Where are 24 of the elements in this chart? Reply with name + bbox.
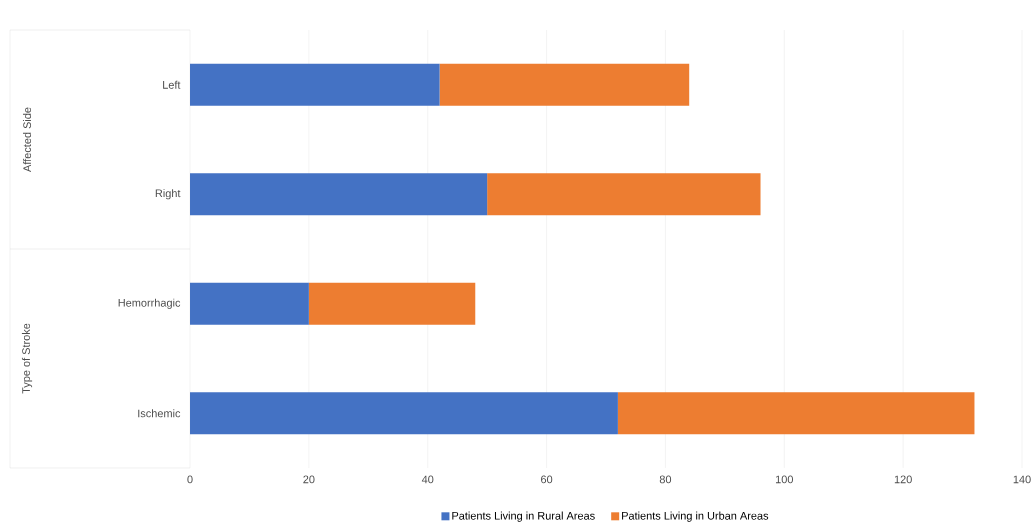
y-tick-label: Left — [163, 80, 181, 89]
x-tick-label: 120 — [894, 475, 912, 484]
bar — [487, 173, 761, 216]
legend-label: Patients Living in Rural Areas — [452, 511, 595, 522]
x-tick-label: 80 — [659, 475, 672, 484]
text: Affected Side — [22, 107, 32, 172]
x-tick-label: 140 — [1013, 475, 1031, 484]
x-tick-label: 0 — [187, 475, 193, 484]
bar — [190, 282, 309, 325]
text: Type of Stroke — [21, 323, 33, 394]
x-tick-label: 60 — [541, 475, 553, 484]
bar — [617, 392, 975, 435]
y-tick-label: Ischemic — [138, 409, 181, 418]
bar — [308, 282, 476, 325]
bar — [190, 173, 488, 216]
bar — [190, 63, 440, 106]
y-tick-label: Right — [155, 189, 181, 200]
y-tick-label: Hemorrhagic — [118, 298, 181, 309]
bar — [439, 63, 690, 106]
x-tick-label: 40 — [421, 475, 434, 484]
x-tick-label: 20 — [303, 475, 315, 484]
bar — [190, 392, 618, 435]
legend-label: Patients Living in Urban Areas — [622, 511, 769, 522]
x-tick-label: 100 — [775, 475, 793, 484]
